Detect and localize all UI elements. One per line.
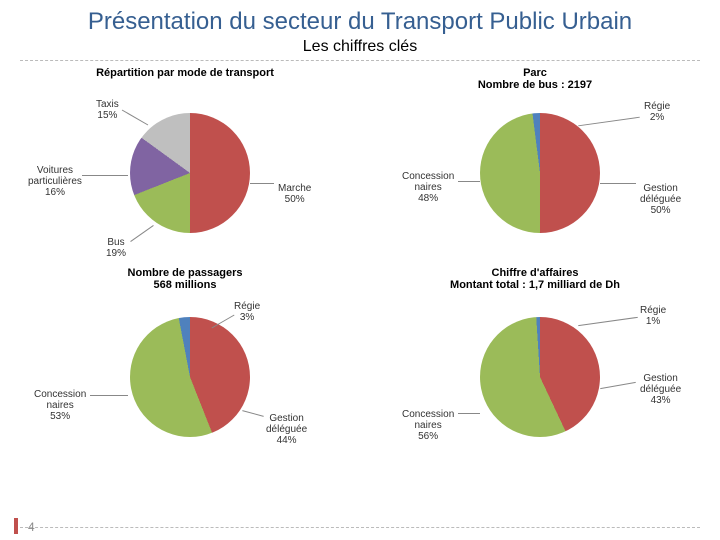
- slice-label: Bus 19%: [106, 237, 126, 259]
- leader-line: [578, 316, 638, 325]
- divider-bottom: [20, 527, 700, 528]
- pie-passagers: [130, 317, 250, 437]
- slice-label: Gestion déléguée 44%: [266, 413, 307, 446]
- pie-parc: [480, 113, 600, 233]
- chart-title: Chiffre d'affaires Montant total : 1,7 m…: [360, 267, 710, 291]
- slice-label: Gestion déléguée 50%: [640, 183, 681, 216]
- chart-mode: Répartition par mode de transport Marche …: [10, 65, 360, 265]
- slice-label: Concession naires 48%: [402, 171, 454, 204]
- chart-grid: Répartition par mode de transport Marche …: [0, 65, 720, 465]
- slice-label: Taxis 15%: [96, 99, 119, 121]
- page-accent-bar: [14, 518, 18, 534]
- slice-label: Régie 3%: [234, 301, 260, 323]
- chart-title: Parc Nombre de bus : 2197: [360, 67, 710, 91]
- chart-title: Nombre de passagers 568 millions: [10, 267, 360, 291]
- leader-line: [82, 175, 128, 176]
- slice-label: Concession naires 53%: [34, 389, 86, 422]
- pie-ca: [480, 317, 600, 437]
- page-subtitle: Les chiffres clés: [0, 38, 720, 56]
- slice-label: Régie 2%: [644, 101, 670, 123]
- slice-label: Concession naires 56%: [402, 409, 454, 442]
- leader-line: [458, 181, 480, 182]
- leader-line: [250, 183, 274, 184]
- page-title: Présentation du secteur du Transport Pub…: [0, 0, 720, 36]
- divider-top: [20, 60, 700, 61]
- slice-label: Régie 1%: [640, 305, 666, 327]
- leader-line: [130, 225, 154, 242]
- slice-label: Voitures particulières 16%: [28, 165, 82, 198]
- chart-passagers: Nombre de passagers 568 millions Gestion …: [10, 265, 360, 465]
- pie-mode: [130, 113, 250, 233]
- slice-label: Marche 50%: [278, 183, 311, 205]
- page-number: 4: [28, 520, 35, 534]
- leader-line: [458, 413, 480, 414]
- leader-line: [578, 116, 640, 126]
- leader-line: [122, 109, 148, 125]
- chart-ca: Chiffre d'affaires Montant total : 1,7 m…: [360, 265, 710, 465]
- leader-line: [90, 395, 128, 396]
- leader-line: [600, 183, 636, 184]
- chart-parc: Parc Nombre de bus : 2197 Gestion délégué…: [360, 65, 710, 265]
- leader-line: [600, 381, 636, 388]
- leader-line: [242, 410, 264, 417]
- chart-title: Répartition par mode de transport: [10, 67, 360, 79]
- slice-label: Gestion déléguée 43%: [640, 373, 681, 406]
